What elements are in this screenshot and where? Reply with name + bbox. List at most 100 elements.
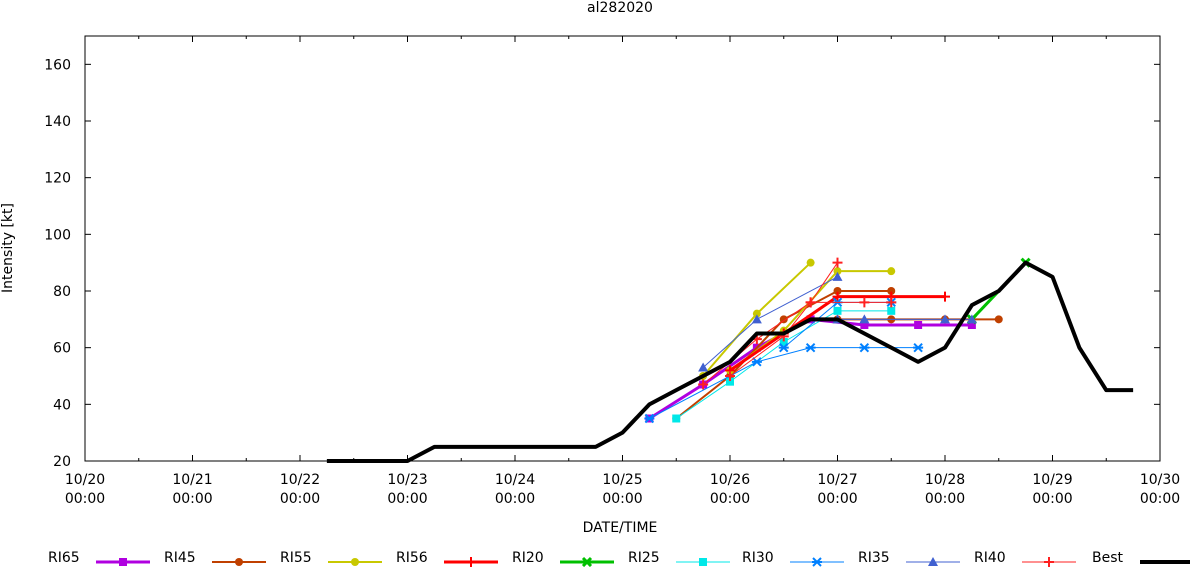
data-point-ri65 (967, 321, 976, 329)
data-point-ri35 (751, 314, 762, 324)
legend-marker (466, 557, 476, 567)
y-tick-label: 60 (53, 341, 71, 357)
x-tick-time: 00:00 (1140, 491, 1180, 507)
x-tick-date: 10/25 (602, 472, 642, 488)
data-point-ri40 (886, 297, 897, 308)
data-point-ri56 (832, 291, 843, 302)
x-axis-label: DATE/TIME (583, 520, 658, 536)
y-tick-label: 120 (44, 171, 71, 187)
legend-marker (119, 558, 127, 566)
legend-item-ri65: RI65 (48, 550, 150, 566)
legend-item-ri55: RI55 (280, 550, 382, 566)
x-tick-time: 00:00 (280, 491, 320, 507)
data-point-ri55 (833, 267, 842, 276)
data-point-ri35 (966, 314, 977, 324)
data-point-ri65 (860, 321, 869, 329)
legend-label: RI65 (48, 550, 80, 566)
data-point-ri40 (725, 371, 735, 381)
legend-label: Best (1092, 550, 1124, 566)
x-tick-date: 10/27 (817, 472, 857, 488)
legend-label: RI55 (280, 550, 312, 566)
legend-marker (351, 558, 359, 566)
data-point-ri35 (698, 362, 709, 372)
legend-item-ri40: RI40 (974, 550, 1076, 567)
data-point-ri25 (887, 306, 896, 315)
series-ri35 (698, 271, 977, 372)
data-point-ri45 (994, 315, 1003, 324)
legend: RI65 RI45 RI55 RI56 RI20 RI25 RI30 RI35 RI40 Best (48, 550, 1190, 567)
series-ri65 (645, 315, 976, 423)
y-axis-label: Intensity [kt] (0, 203, 16, 293)
legend-label: RI30 (742, 550, 774, 566)
x-tick-date: 10/26 (710, 472, 750, 488)
data-point-ri35 (859, 314, 870, 324)
plot-area (84, 35, 1161, 462)
legend-label: RI20 (512, 550, 544, 566)
x-tick-date: 10/21 (172, 472, 212, 488)
x-tick-time: 00:00 (710, 491, 750, 507)
data-point-ri25 (726, 377, 734, 386)
series-ri25 (672, 306, 896, 423)
data-point-ri40 (832, 257, 843, 268)
data-point-ri30 (805, 342, 816, 353)
data-point-ri30 (644, 413, 655, 424)
data-point-ri55 (806, 258, 815, 267)
data-point-ri40 (805, 297, 816, 308)
legend-item-ri45: RI45 (164, 550, 266, 566)
data-point-ri35 (940, 314, 950, 324)
legend-item-ri25: RI25 (628, 550, 730, 566)
data-point-ri45 (779, 315, 788, 324)
x-tick-date: 10/22 (280, 472, 320, 488)
data-point-ri40 (698, 379, 709, 390)
x-tick-time: 00:00 (387, 491, 427, 507)
legend-marker (235, 558, 243, 566)
legend-label: RI40 (974, 550, 1006, 566)
x-tick-date: 10/23 (387, 472, 427, 488)
x-tick-date: 10/20 (65, 472, 105, 488)
data-point-ri65 (914, 321, 923, 329)
data-point-ri45 (833, 287, 842, 295)
data-point-ri30 (751, 357, 762, 367)
data-point-ri35 (832, 271, 843, 281)
series-best (326, 260, 1134, 463)
data-point-ri25 (833, 306, 842, 315)
data-point-ri30 (778, 342, 789, 353)
legend-marker (1044, 557, 1054, 567)
x-tick-date: 10/24 (495, 472, 535, 488)
legend-label: RI56 (396, 550, 428, 566)
legend-item-ri56: RI56 (396, 550, 498, 567)
legend-marker (581, 556, 593, 567)
x-tick-date: 10/29 (1032, 472, 1072, 488)
x-tick-time: 00:00 (1032, 491, 1072, 507)
data-point-ri30 (913, 342, 924, 353)
data-point-ri55 (752, 309, 761, 318)
data-point-ri56 (940, 291, 950, 302)
x-tick-time: 00:00 (925, 491, 965, 507)
legend-label: RI35 (858, 550, 890, 566)
data-point-ri45 (887, 287, 896, 295)
chart-title: al282020 (587, 0, 653, 16)
y-tick-label: 20 (53, 454, 71, 470)
x-tick-time: 00:00 (65, 491, 105, 507)
y-tick-label: 160 (44, 57, 71, 73)
legend-item-best: Best (1092, 550, 1190, 566)
data-point-ri25 (779, 338, 788, 346)
legend-marker (699, 558, 707, 566)
y-tick-label: 40 (53, 397, 71, 413)
series-marks (326, 257, 1134, 463)
legend-marker (928, 557, 938, 566)
data-point-ri40 (859, 297, 870, 308)
legend-label: RI25 (628, 550, 660, 566)
x-tick-time: 00:00 (495, 491, 535, 507)
data-point-ri25 (672, 414, 681, 423)
data-point-ri30 (859, 342, 870, 353)
x-axis-ticks: 10/20 00:00 10/21 00:00 10/22 00:00 10/23 00:00… (65, 36, 1180, 507)
x-tick-time: 00:00 (602, 491, 642, 507)
x-tick-date: 10/30 (1140, 472, 1180, 488)
x-tick-time: 00:00 (172, 491, 212, 507)
x-tick-date: 10/28 (925, 472, 965, 488)
y-tick-label: 140 (44, 114, 71, 130)
y-tick-label: 100 (44, 227, 71, 243)
y-axis-ticks: 20 40 60 80 100 120 140 160 (44, 57, 1160, 470)
legend-item-ri20: RI20 (512, 550, 614, 567)
